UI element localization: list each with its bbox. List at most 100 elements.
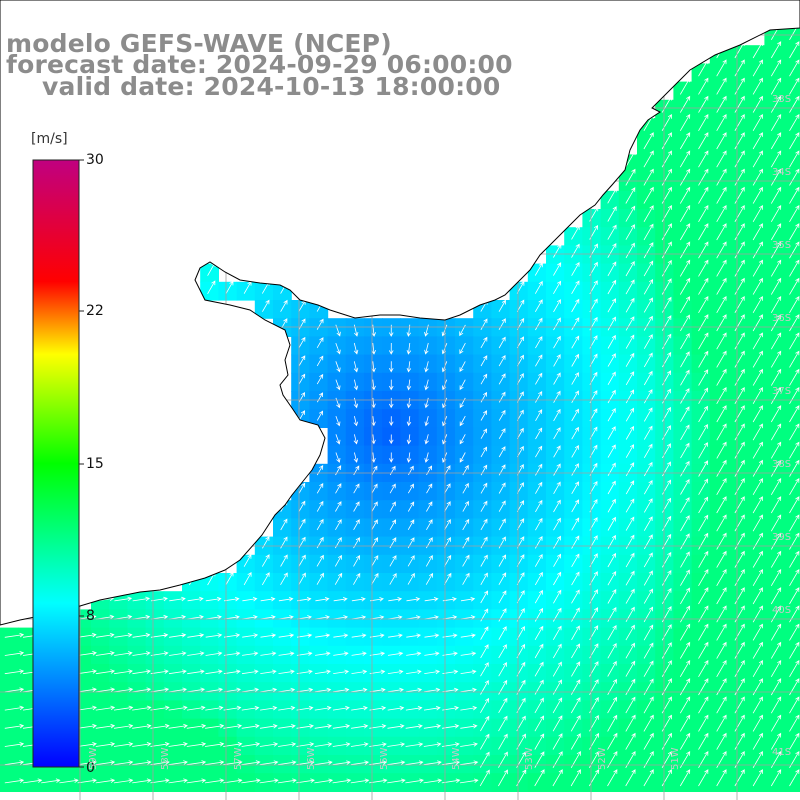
wind-cell (728, 118, 747, 137)
wind-arrow (353, 379, 359, 391)
wind-arrow (424, 687, 441, 693)
wind-arrow (571, 643, 581, 659)
wind-cell (728, 281, 747, 301)
wind-arrow (734, 241, 745, 259)
wind-arrow (353, 572, 361, 585)
wind-arrow (607, 187, 617, 204)
wind-arrow (406, 397, 412, 409)
wind-cell (728, 427, 747, 447)
wind-arrow (114, 651, 133, 656)
wind-arrow (353, 465, 360, 476)
wind-cell (673, 354, 693, 374)
wind-arrow (770, 95, 782, 113)
wind-cell (564, 773, 583, 792)
wind-arrow (298, 373, 306, 385)
wind-cell (655, 354, 674, 374)
wind-arrow (571, 408, 579, 422)
wind-arrow (480, 410, 488, 421)
wind-cell (509, 445, 529, 465)
wind-cell (673, 227, 693, 246)
wind-arrow (734, 568, 745, 587)
wind-cell (491, 354, 511, 374)
wind-arrow (625, 444, 635, 458)
wind-arrow (114, 596, 133, 602)
wind-arrow (95, 723, 116, 729)
wind-arrow (553, 335, 561, 349)
wind-arrow (224, 596, 240, 602)
wind-arrow (770, 605, 782, 623)
wind-arrow (259, 742, 279, 747)
wind-arrow (406, 452, 412, 463)
wind-arrow (679, 204, 691, 223)
wind-cell (764, 664, 784, 683)
wind-arrow (643, 552, 653, 568)
wind-arrow (278, 633, 295, 638)
wind-arrow (242, 651, 259, 656)
coastline (0, 0, 800, 626)
wind-arrow (462, 500, 469, 512)
wind-cell (546, 518, 565, 538)
wind-cell (673, 591, 693, 610)
wind-arrow (444, 501, 451, 512)
wind-arrow (716, 295, 727, 314)
wind-cell (746, 554, 765, 574)
wind-arrow (734, 259, 745, 277)
wind-arrow (424, 669, 441, 675)
wind-cell (637, 154, 656, 174)
wind-cell (655, 573, 674, 592)
wind-arrow (752, 423, 763, 441)
wind-arrow (460, 597, 476, 602)
wind-arrow (169, 651, 187, 656)
lon-label-54w: 54W (451, 747, 462, 770)
wind-cell (655, 154, 674, 174)
wind-cell (764, 372, 784, 392)
wind-arrow (459, 415, 466, 427)
wind-arrow (716, 350, 727, 368)
wind-cell (618, 281, 638, 301)
wind-cell (764, 172, 784, 192)
wind-arrow (315, 651, 331, 656)
wind-arrow (535, 336, 543, 349)
wind-arrow (150, 742, 170, 747)
wind-arrow (388, 379, 394, 391)
wind-arrow (716, 241, 727, 259)
wind-cell (582, 591, 602, 610)
wind-cell (709, 136, 729, 155)
wind-cell (473, 773, 492, 792)
wind-cell (709, 518, 729, 538)
wind-arrow (716, 259, 727, 277)
wind-cell (509, 281, 529, 301)
wind-arrow (424, 415, 429, 427)
wind-arrow (424, 434, 429, 445)
wind-arrow (571, 426, 579, 440)
wind-cell (709, 354, 729, 374)
wind-arrow (679, 259, 691, 277)
wind-arrow (371, 519, 378, 530)
wind-arrow (187, 633, 205, 638)
wind-cell (254, 554, 274, 574)
wind-arrow (607, 696, 618, 714)
wind-cell (546, 281, 565, 301)
wind-arrow (607, 316, 616, 331)
wind-arrow (553, 390, 561, 403)
wind-arrow (350, 778, 370, 784)
wind-arrow (262, 299, 270, 312)
wind-arrow (387, 705, 405, 711)
lat-label-36s: 36S (772, 313, 792, 324)
wind-arrow (752, 95, 763, 113)
wind-arrow (480, 715, 490, 732)
wind-cell (728, 245, 747, 265)
wind-arrow (405, 724, 423, 729)
wind-arrow (698, 550, 709, 568)
wind-arrow (789, 314, 800, 332)
wind-arrow (113, 723, 134, 729)
wind-arrow (423, 705, 441, 711)
wind-arrow (462, 518, 470, 531)
wind-cell (582, 318, 602, 337)
wind-arrow (262, 536, 270, 549)
wind-cell (691, 336, 711, 356)
wind-cell (327, 573, 347, 592)
wind-cell (600, 700, 620, 720)
wind-arrow (4, 778, 25, 784)
wind-arrow (607, 552, 617, 568)
